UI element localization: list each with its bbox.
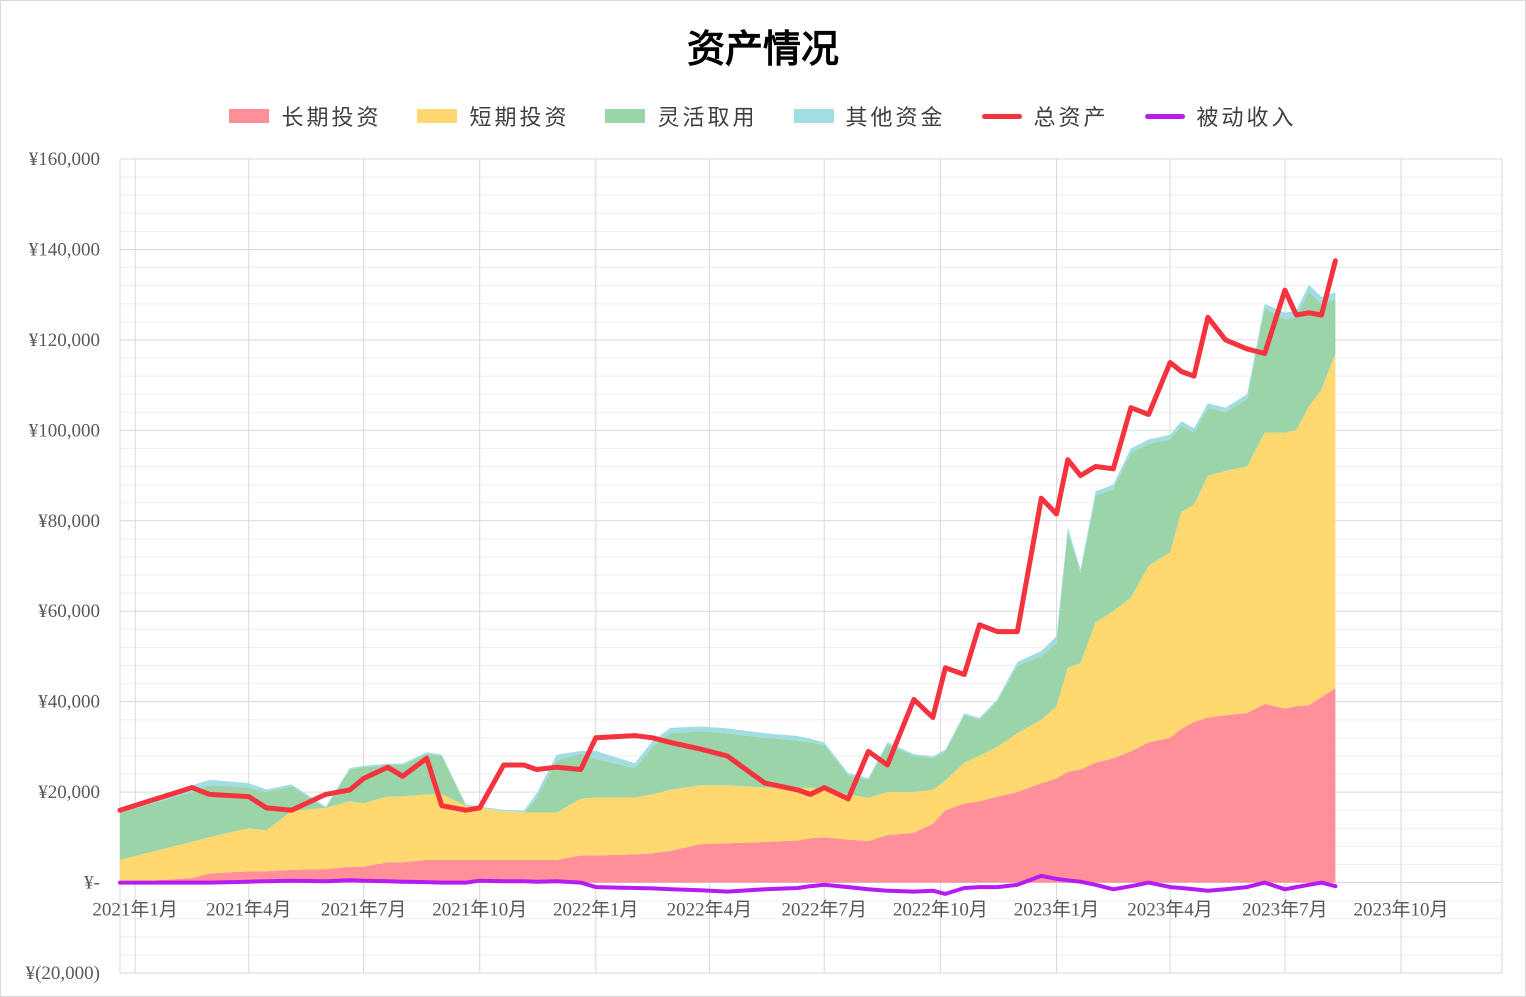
y-axis-ticks: ¥(20,000) ¥- ¥20,000 ¥40,000 ¥60,000 ¥80,000 ¥… [26, 149, 100, 984]
y-tick-label: ¥80,000 [38, 511, 100, 532]
legend-swatch-short-term [417, 109, 458, 123]
line-series-4 [117, 258, 1338, 813]
y-tick-label: ¥100,000 [29, 420, 100, 441]
x-tick-label: 2023年7月 [1242, 899, 1328, 921]
legend-swatch-long-term [229, 109, 270, 123]
legend-item-passive: 被动收入 [1144, 100, 1297, 132]
legend-item-flexible: 灵活取用 [605, 100, 757, 132]
y-tick-label: ¥140,000 [29, 239, 100, 260]
legend-swatch-flexible [605, 109, 646, 123]
y-tick-label: ¥60,000 [38, 601, 100, 622]
x-tick-label: 2023年4月 [1127, 899, 1213, 921]
legend-line-passive [1144, 113, 1185, 119]
x-tick-label: 2023年1月 [1014, 899, 1100, 921]
area-series-0 [120, 688, 1336, 883]
x-tick-label: 2021年10月 [432, 899, 527, 921]
series-lines [117, 258, 1338, 896]
area-series-2 [120, 291, 1336, 860]
legend-item-other: 其他资金 [793, 100, 946, 132]
x-tick-label: 2023年10月 [1354, 899, 1449, 921]
legend-label: 灵活取用 [657, 106, 758, 131]
x-tick-label: 2022年1月 [553, 899, 639, 921]
legend-item-long-term: 长期投资 [229, 100, 381, 132]
line-series-5 [118, 873, 1338, 896]
y-tick-label: ¥20,000 [38, 782, 100, 803]
x-tick-label: 2022年10月 [893, 899, 988, 921]
area-series-1 [120, 353, 1336, 883]
x-axis-ticks: 2021年1月 2021年4月 2021年7月 2021年10月 2022年1月 2022… [92, 899, 1448, 921]
legend-label: 其他资金 [845, 106, 946, 131]
y-tick-label: ¥120,000 [29, 330, 100, 351]
legend-item-total: 总资产 [981, 100, 1109, 132]
legend-label: 长期投资 [281, 106, 382, 131]
y-tick-label: ¥160,000 [29, 149, 100, 170]
legend-item-short-term: 短期投资 [417, 100, 569, 132]
legend-label: 总资产 [1033, 106, 1109, 131]
chart-legend: 长期投资 短期投资 灵活取用 其他资金 总资产 被动收入 [0, 100, 1526, 132]
y-tick-label: ¥- [84, 873, 100, 894]
y-tick-label: ¥40,000 [38, 692, 100, 713]
legend-label: 被动收入 [1196, 106, 1297, 131]
x-tick-label: 2022年7月 [781, 899, 867, 921]
legend-swatch-other [793, 109, 834, 123]
chart-title: 资产情况 [686, 26, 839, 71]
stacked-areas [120, 284, 1336, 883]
legend-line-total [981, 113, 1022, 119]
y-tick-label: ¥(20,000) [26, 963, 100, 984]
x-tick-label: 2022年4月 [667, 899, 753, 921]
x-tick-label: 2021年7月 [321, 899, 407, 921]
legend-label: 短期投资 [469, 106, 570, 131]
x-tick-label: 2021年1月 [92, 899, 178, 921]
x-tick-label: 2021年4月 [206, 899, 292, 921]
